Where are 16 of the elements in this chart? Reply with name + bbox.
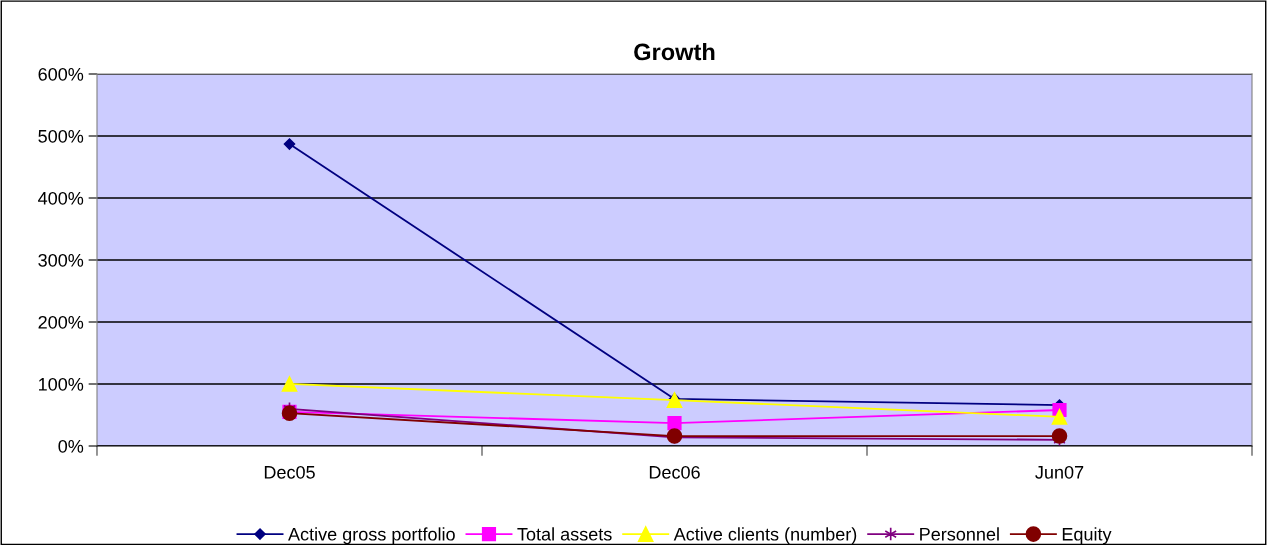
legend-label: Equity: [1062, 527, 1112, 545]
legend-label: Personnel: [920, 527, 999, 541]
legend-label: Active gross portfolio: [288, 527, 455, 545]
legend-label: Active clients (number): [673, 527, 857, 545]
chart-title: Growth: [634, 43, 715, 61]
x-tick-label: Jun07: [1035, 465, 1084, 479]
y-tick-label: 200%: [38, 315, 84, 329]
y-tick-label: 400%: [38, 191, 84, 205]
x-tick-label: Dec05: [264, 465, 315, 479]
y-tick-label: 100%: [39, 377, 84, 391]
y-tick-label: 0%: [58, 439, 84, 453]
y-tick-label: 600%: [38, 67, 84, 81]
y-tick-label: 300%: [38, 253, 84, 267]
y-tick-label: 500%: [38, 129, 84, 143]
x-tick-label: Dec06: [649, 465, 700, 479]
legend-label: Total assets: [517, 527, 612, 541]
